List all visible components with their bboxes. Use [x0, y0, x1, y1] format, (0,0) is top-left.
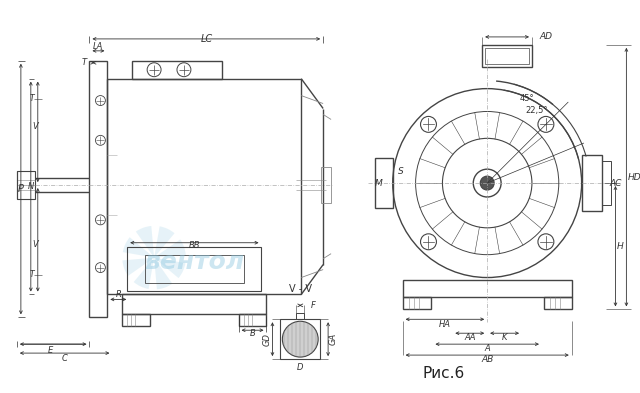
- Text: LA: LA: [93, 42, 104, 51]
- Bar: [321, 167, 331, 203]
- Wedge shape: [154, 239, 186, 258]
- Text: GA: GA: [328, 333, 337, 345]
- Text: K: K: [502, 333, 508, 342]
- Wedge shape: [136, 226, 154, 258]
- Circle shape: [144, 125, 164, 145]
- Text: M: M: [375, 178, 383, 187]
- Text: 45°: 45°: [520, 94, 534, 103]
- Text: HA: HA: [439, 320, 451, 329]
- Text: BB: BB: [189, 241, 200, 250]
- Bar: [375, 158, 393, 208]
- Bar: [132, 61, 221, 79]
- Bar: [403, 279, 572, 298]
- Bar: [482, 45, 532, 67]
- Circle shape: [480, 176, 494, 190]
- Wedge shape: [154, 258, 186, 278]
- Wedge shape: [154, 258, 172, 289]
- Bar: [122, 294, 266, 314]
- Text: вентол: вентол: [144, 250, 244, 274]
- Text: D: D: [297, 362, 303, 371]
- Circle shape: [282, 321, 318, 357]
- Bar: [280, 319, 320, 359]
- Text: T: T: [29, 270, 34, 279]
- Text: AA: AA: [464, 333, 476, 342]
- Text: V: V: [32, 122, 38, 131]
- Bar: [122, 314, 150, 326]
- Text: B: B: [250, 329, 255, 338]
- Wedge shape: [123, 237, 154, 258]
- Bar: [108, 79, 301, 294]
- Text: R: R: [115, 290, 121, 299]
- Bar: [127, 247, 262, 292]
- Wedge shape: [122, 258, 154, 276]
- Text: S: S: [398, 167, 404, 176]
- Text: HD: HD: [628, 173, 640, 182]
- Text: T: T: [29, 94, 34, 103]
- Bar: [145, 255, 244, 283]
- Text: AD: AD: [540, 32, 552, 41]
- Text: LC: LC: [200, 34, 212, 44]
- Bar: [403, 298, 431, 309]
- Bar: [17, 171, 35, 199]
- Wedge shape: [154, 226, 175, 258]
- Text: C: C: [61, 354, 68, 363]
- Bar: [90, 61, 108, 317]
- Text: N: N: [28, 182, 34, 191]
- Text: A: A: [484, 343, 490, 353]
- Bar: [582, 155, 602, 211]
- Text: H: H: [617, 242, 624, 251]
- Text: GD: GD: [263, 333, 272, 346]
- Text: T: T: [82, 58, 87, 67]
- Bar: [239, 314, 266, 326]
- Bar: [485, 48, 529, 64]
- Bar: [602, 161, 611, 205]
- Text: F: F: [311, 301, 316, 310]
- Wedge shape: [134, 258, 154, 289]
- Text: AC: AC: [609, 178, 621, 187]
- Bar: [296, 313, 304, 319]
- Text: AB: AB: [481, 354, 493, 364]
- Text: Рис.6: Рис.6: [422, 367, 465, 382]
- Text: V: V: [32, 240, 38, 249]
- Bar: [544, 298, 572, 309]
- Text: V - V: V - V: [289, 285, 312, 294]
- Text: E: E: [47, 345, 53, 354]
- Text: 22,5°: 22,5°: [525, 106, 548, 115]
- Text: P: P: [18, 184, 24, 194]
